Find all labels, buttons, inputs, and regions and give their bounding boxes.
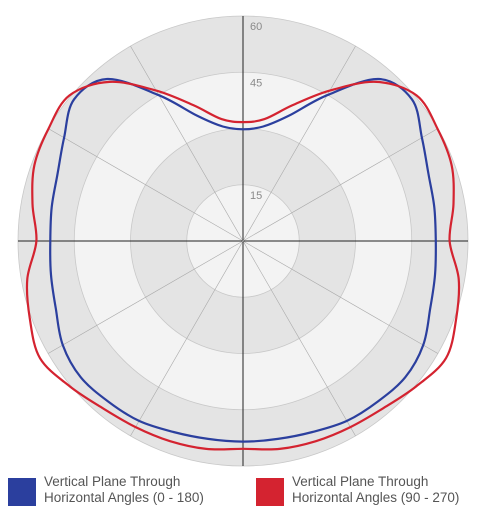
tick-label-15: 15 [250,190,262,202]
legend-item-0: Vertical Plane Through Horizontal Angles… [8,474,234,506]
series-curves [25,77,461,451]
spoke-150 [130,45,356,437]
series-line-0 [49,77,437,443]
polar-chart: 15 45 60 [17,15,469,467]
series-line-1 [25,80,461,451]
legend-swatch-1 [256,478,284,506]
tick-label-60: 60 [250,21,262,33]
legend-item-1: Vertical Plane Through Horizontal Angles… [256,474,482,506]
radial-tick-labels: 15 45 60 [250,21,262,202]
angular-grid [18,16,468,466]
legend-swatch-0 [8,478,36,506]
tick-label-45: 45 [250,77,262,89]
legend-label-0: Vertical Plane Through Horizontal Angles… [44,474,204,505]
legend-label-1: Vertical Plane Through Horizontal Angles… [292,474,460,505]
